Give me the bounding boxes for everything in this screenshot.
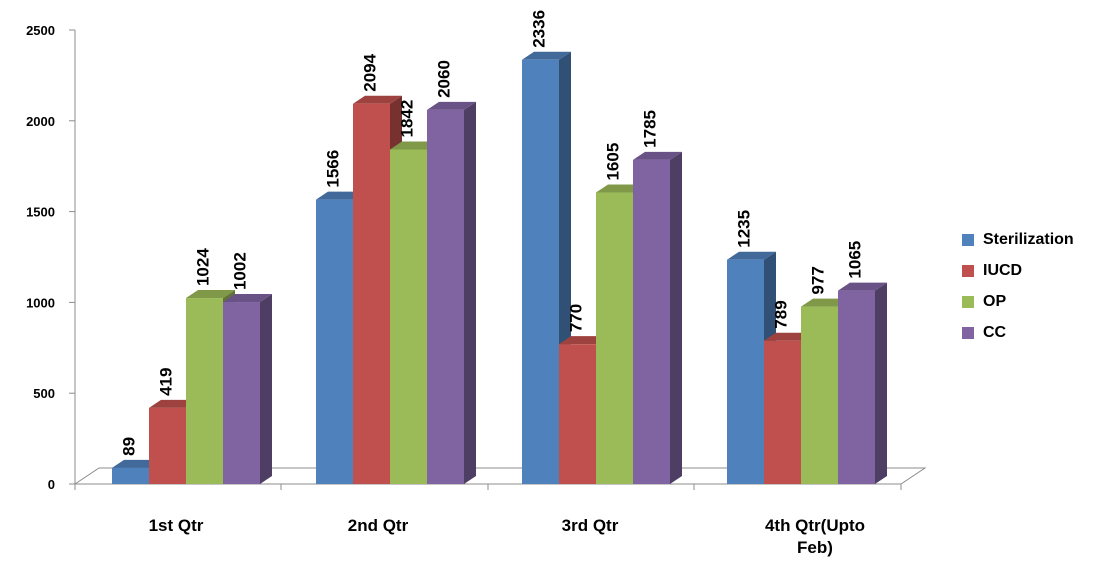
data-label: 1065 [846, 241, 865, 279]
data-label: 1605 [604, 143, 623, 181]
bar-front [596, 192, 633, 485]
bar-top [633, 151, 682, 160]
legend-label-iucd: IUCD [983, 262, 1023, 279]
bar-front [764, 340, 801, 484]
bar-top [559, 336, 608, 345]
data-label: 1024 [194, 248, 213, 286]
legend-item-cc: CC [962, 321, 1074, 345]
data-label: 419 [157, 368, 176, 396]
x-category-label: 1st Qtr [149, 516, 204, 535]
y-tick-label: 0 [48, 477, 55, 492]
bar [223, 294, 272, 484]
y-tick-label: 1500 [26, 205, 55, 220]
x-category-label: 2nd Qtr [348, 516, 409, 535]
legend-item-sterilization: Sterilization [962, 228, 1074, 252]
bar-side [875, 282, 887, 484]
bar-top [316, 191, 365, 200]
data-label: 1785 [641, 110, 660, 148]
bar-front [149, 407, 186, 484]
bar-top [838, 282, 887, 291]
bar-front [316, 199, 353, 485]
y-tick-label: 500 [33, 386, 55, 401]
bar-top [186, 290, 235, 299]
bar-top [727, 251, 776, 260]
bar-front [390, 149, 427, 484]
legend-label-cc: CC [983, 324, 1007, 341]
legend-swatch-op [962, 296, 974, 308]
bar-top [223, 294, 272, 303]
bar-top [764, 332, 813, 341]
data-label: 977 [809, 266, 828, 294]
data-labels: 89 419 1024 1002 1566 2094 1842 2060 2336 770 1605… [120, 10, 865, 456]
data-label: 2336 [530, 10, 549, 48]
legend-swatch-iucd [962, 265, 974, 277]
x-category-label: 4th Qtr(Upto [765, 516, 865, 535]
legend-swatch-cc [962, 327, 974, 339]
legend-item-iucd: IUCD [962, 259, 1074, 283]
x-category-label: 3rd Qtr [562, 516, 619, 535]
bar-front [727, 259, 764, 484]
bar-top [801, 298, 850, 307]
bar-front [522, 59, 559, 484]
bar-top [390, 141, 439, 150]
legend-item-op: OP [962, 290, 1074, 314]
bar-top [112, 459, 161, 468]
bar-top [522, 51, 571, 60]
bar [633, 151, 682, 484]
bar-front [633, 159, 670, 484]
bar [838, 282, 887, 484]
bar-front [223, 302, 260, 484]
bar-top [427, 101, 476, 110]
data-label: 2094 [361, 53, 380, 91]
legend: Sterilization IUCD OP CC [962, 228, 1074, 352]
bar-side [670, 151, 682, 484]
data-label: 89 [120, 437, 139, 456]
data-label: 1566 [324, 150, 343, 188]
bar-top [596, 184, 645, 193]
axes: 0 500 1000 1500 2000 2500 1st Qtr 2nd Qtr 3rd Qt… [26, 23, 927, 557]
data-label: 1002 [231, 252, 250, 290]
bar-front [353, 103, 390, 484]
legend-label-sterilization: Sterilization [983, 231, 1074, 248]
bar-top [149, 399, 198, 408]
y-tick-label: 2000 [26, 114, 55, 129]
x-category-label: Feb) [797, 538, 833, 557]
data-label: 770 [567, 304, 586, 332]
bar-front [559, 344, 596, 484]
bar-front [186, 298, 223, 484]
bar-front [801, 306, 838, 484]
bar-side [260, 294, 272, 484]
data-label: 1842 [398, 100, 417, 138]
legend-swatch-sterilization [962, 234, 974, 246]
bars [112, 51, 887, 485]
legend-label-op: OP [983, 293, 1007, 310]
bar [427, 101, 476, 485]
y-tick-label: 2500 [26, 23, 55, 38]
data-label: 789 [772, 300, 791, 328]
y-tick-label: 1000 [26, 295, 55, 310]
bar-side [464, 101, 476, 485]
bar-front [427, 109, 464, 485]
bar-front [838, 290, 875, 484]
bar-front [112, 467, 149, 484]
data-label: 1235 [735, 210, 754, 248]
bar-top [353, 95, 402, 104]
data-label: 2060 [435, 60, 454, 98]
